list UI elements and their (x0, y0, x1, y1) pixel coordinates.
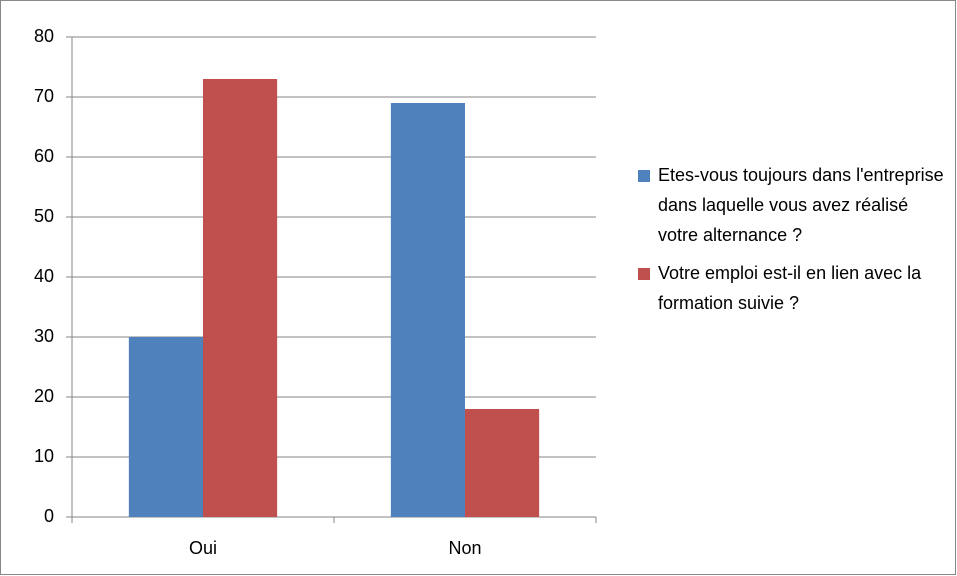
y-tick-label: 40 (34, 266, 54, 286)
y-tick-label: 80 (34, 26, 54, 46)
legend-swatch (638, 170, 650, 182)
legend-label: Votre emploi est-il en lien avec la form… (658, 263, 922, 313)
y-tick-label: 0 (44, 506, 54, 526)
legend-entry: Votre emploi est-il en lien avec la form… (636, 258, 946, 318)
bar (465, 409, 540, 517)
y-tick-label: 10 (34, 446, 54, 466)
x-tick-label: Non (448, 538, 481, 558)
y-tick-label: 70 (34, 86, 54, 106)
y-tick-label: 60 (34, 146, 54, 166)
legend-entry: Etes-vous toujours dans l'entreprise dan… (636, 160, 946, 250)
y-tick-label: 30 (34, 326, 54, 346)
y-tick-label: 50 (34, 206, 54, 226)
bar (390, 103, 465, 517)
x-tick-label: Oui (189, 538, 217, 558)
legend-swatch (638, 268, 650, 280)
bar (128, 337, 203, 517)
bar (203, 79, 278, 517)
legend: Etes-vous toujours dans l'entreprise dan… (636, 160, 946, 326)
y-tick-label: 20 (34, 386, 54, 406)
legend-label: Etes-vous toujours dans l'entreprise dan… (658, 165, 944, 245)
